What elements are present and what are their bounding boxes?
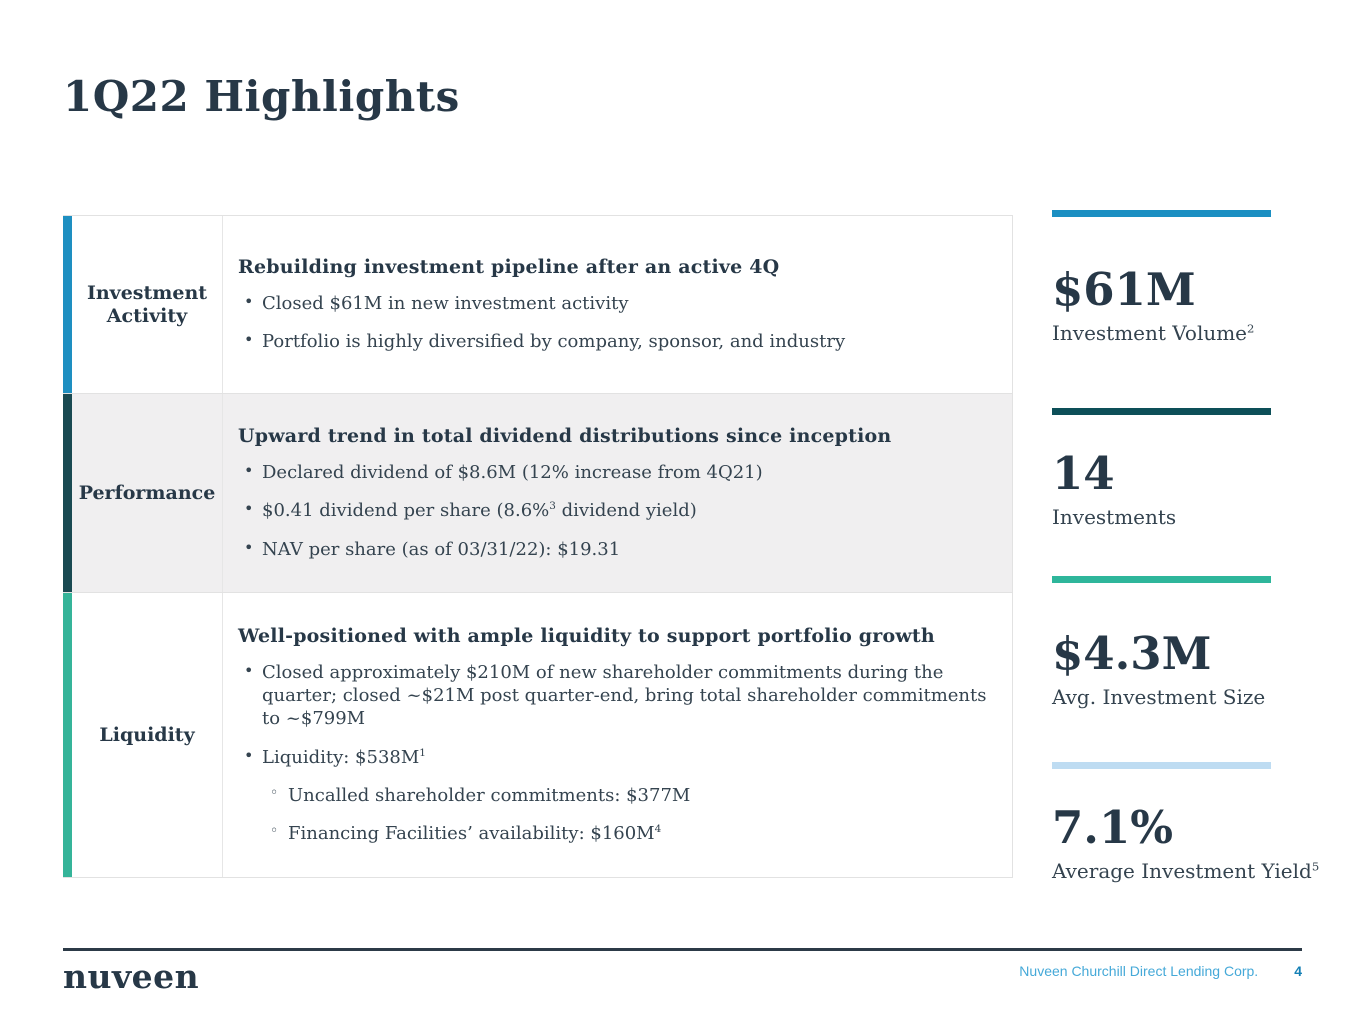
bullet-text: Closed $61M in new investment activity [262, 292, 629, 314]
row-heading: Upward trend in total dividend distribut… [238, 425, 892, 448]
row-label: Liquidity [72, 593, 223, 877]
stat-label: Investment Volume2 [1052, 321, 1255, 345]
stat-value: $61M [1052, 263, 1196, 316]
row-label: Investment Activity [72, 216, 223, 393]
bullet-text: Portfolio is highly diversified by compa… [262, 331, 846, 352]
stat-label: Avg. Investment Size [1052, 685, 1266, 709]
row-heading: Well-positioned with ample liquidity to … [238, 625, 935, 648]
row-label: Performance [72, 394, 223, 592]
bullet-text: Declared dividend of $8.6M (12% increase… [262, 462, 763, 484]
stat-value: 14 [1052, 447, 1115, 500]
footer-right: Nuveen Churchill Direct Lending Corp. 4 [800, 963, 1302, 979]
sub-bullet-item: ◦ Uncalled shareholder commitments: $377M [264, 784, 994, 807]
bullet-marker: • [244, 537, 254, 557]
bullet-marker: • [244, 330, 254, 349]
bullet-marker: • [244, 745, 254, 765]
stat-investments: 14 Investments [1052, 408, 1271, 529]
table-row-investment-activity: Investment Activity Rebuilding investment… [63, 215, 1013, 393]
bullet-marker: ◦ [270, 822, 279, 839]
row-accent-bar [63, 216, 72, 393]
bullet-text: Financing Facilities’ availability: $160… [288, 822, 662, 844]
stat-accent-bar [1052, 408, 1271, 415]
bullet-text: Liquidity: $538M1 [262, 746, 426, 768]
bullet-item: • Liquidity: $538M1 [238, 746, 994, 769]
stat-label: Average Investment Yield5 [1052, 859, 1320, 883]
bullet-item: • Portfolio is highly diversified by comp… [238, 330, 994, 353]
bullet-marker: • [244, 499, 254, 519]
bullet-text: Uncalled shareholder commitments: $377M [288, 784, 691, 806]
bullet-item: • $0.41 dividend per share (8.6%3 dividen… [238, 499, 994, 522]
bullet-marker: ◦ [270, 784, 279, 801]
stat-accent-bar [1052, 576, 1271, 583]
stat-value: 7.1% [1052, 801, 1174, 854]
footer-company-name: Nuveen Churchill Direct Lending Corp. [1019, 963, 1259, 979]
bullet-marker: • [244, 291, 254, 311]
table-row-performance: Performance Upward trend in total dividen… [63, 393, 1013, 592]
page-title: 1Q22 Highlights [63, 72, 460, 121]
stat-label: Investments [1052, 505, 1177, 529]
footer-divider [63, 948, 1302, 951]
row-accent-bar [63, 394, 72, 592]
bullet-marker: • [244, 461, 254, 481]
row-heading: Rebuilding investment pipeline after an … [238, 255, 780, 278]
bullet-item: • NAV per share (as of 03/31/22): $19.31 [238, 538, 994, 561]
stat-accent-bar [1052, 762, 1271, 769]
nuveen-logo: nuveen [63, 957, 200, 996]
row-content: Rebuilding investment pipeline after an … [223, 216, 1012, 393]
bullet-item: • Closed approximately $210M of new share… [238, 661, 994, 730]
table-row-liquidity: Liquidity Well-positioned with ample liqu… [63, 592, 1013, 878]
bullet-marker: • [244, 661, 254, 681]
bullet-item: • Closed $61M in new investment activity [238, 292, 994, 315]
row-content: Well-positioned with ample liquidity to … [223, 593, 1012, 877]
bullet-text: $0.41 dividend per share (8.6%3 dividend… [262, 500, 697, 522]
sub-bullet-item: ◦ Financing Facilities’ availability: $16… [264, 822, 994, 845]
stat-accent-bar [1052, 210, 1271, 217]
stat-value: $4.3M [1052, 627, 1212, 680]
stat-avg-investment-size: $4.3M Avg. Investment Size [1052, 576, 1271, 709]
page-number: 4 [1294, 963, 1302, 979]
bullet-text: NAV per share (as of 03/31/22): $19.31 [262, 538, 621, 560]
bullet-item: • Declared dividend of $8.6M (12% increas… [238, 461, 994, 484]
stat-investment-volume: $61M Investment Volume2 [1052, 210, 1271, 345]
bullet-text: Closed approximately $210M of new shareh… [262, 662, 987, 730]
row-accent-bar [63, 593, 72, 877]
highlights-table: Investment Activity Rebuilding investment… [63, 215, 1013, 878]
row-content: Upward trend in total dividend distribut… [223, 394, 1012, 592]
stat-average-investment-yield: 7.1% Average Investment Yield5 [1052, 762, 1320, 883]
